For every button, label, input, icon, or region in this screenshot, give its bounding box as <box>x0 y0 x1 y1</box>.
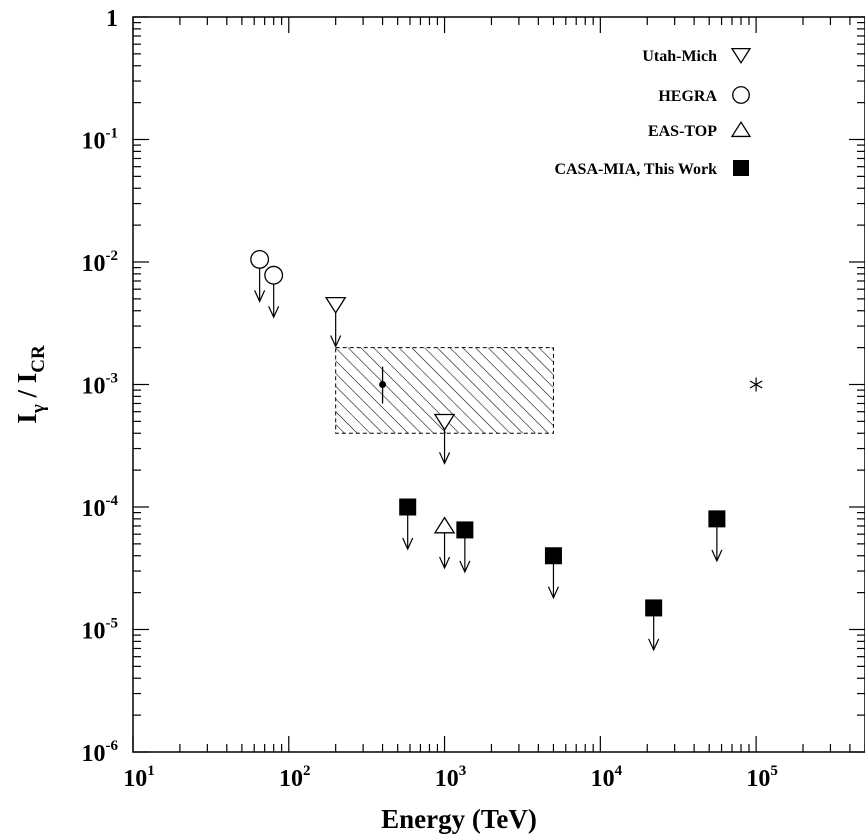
legend-marker-hegra <box>732 86 750 104</box>
eas-top-upper-limit-arrow <box>439 532 451 570</box>
casa-mia-this-work-upper-limit-arrow <box>711 525 723 563</box>
utah-mich-upper-limit-arrow <box>439 428 451 465</box>
casa-mia-this-work-upper-limit-arrow <box>648 614 660 652</box>
legend-label-utah-mich: Utah-Mich <box>642 48 717 65</box>
legend-label-casa-mia-this-work: CASA-MIA, This Work <box>554 161 717 178</box>
y-tick-label: 10-1 <box>82 126 119 155</box>
hegra-upper-limit-arrow <box>268 282 280 319</box>
casa-mia-this-work-point <box>456 521 474 539</box>
x-tick-label: 104 <box>591 763 623 792</box>
legend-label-eas-top: EAS-TOP <box>648 123 717 140</box>
axis-labels: 101 102 103 104 105 1 10-1 10-2 10-3 10-4 10-5 10-6… <box>12 6 778 834</box>
y-axis-label: Iγ / ICR <box>12 345 49 424</box>
y-tick-label: 10-6 <box>82 738 119 767</box>
asterisk-marker <box>749 377 763 392</box>
x-tick-label: 102 <box>279 763 311 792</box>
casa-mia-this-work-point <box>645 599 663 617</box>
casa-mia-this-work-upper-limit-arrow <box>402 514 414 551</box>
data-marks <box>250 249 763 652</box>
x-tick-label: 101 <box>123 763 155 792</box>
y-tick-label: 10-2 <box>82 248 119 277</box>
casa-mia-this-work-point <box>708 510 726 528</box>
hegra-point <box>264 265 284 285</box>
casa-mia-this-work-upper-limit-arrow <box>459 536 471 574</box>
legend-marker-eas-top <box>730 120 752 138</box>
y-tick-label: 10-5 <box>82 616 119 645</box>
casa-mia-this-work-upper-limit-arrow <box>547 562 559 600</box>
casa-mia-this-work-point <box>399 498 417 516</box>
y-tick-label: 10-4 <box>82 493 119 522</box>
x-tick-label: 105 <box>746 763 778 792</box>
axes <box>132 16 865 753</box>
x-tick-label: 103 <box>435 763 467 792</box>
hegra-point <box>250 249 270 269</box>
y-tick-label: 10-3 <box>82 371 119 400</box>
legend-marker-casa-mia-this-work <box>733 160 749 176</box>
legend: Utah-Mich HEGRA EAS-TOP CASA-MIA, This Work <box>554 47 752 178</box>
x-axis-label: Energy (TeV) <box>381 804 537 834</box>
y-tick-label: 1 <box>106 6 118 32</box>
hegra-upper-limit-arrow <box>254 266 266 303</box>
utah-mich-point <box>324 296 347 315</box>
utah-mich-upper-limit-arrow <box>330 311 342 348</box>
casa-mia-this-work-point <box>544 547 562 565</box>
legend-marker-utah-mich <box>730 47 752 65</box>
eas-top-point <box>433 516 456 534</box>
legend-label-hegra: HEGRA <box>658 88 717 105</box>
utah-mich-point <box>433 413 456 431</box>
measurement-dot <box>379 381 387 388</box>
